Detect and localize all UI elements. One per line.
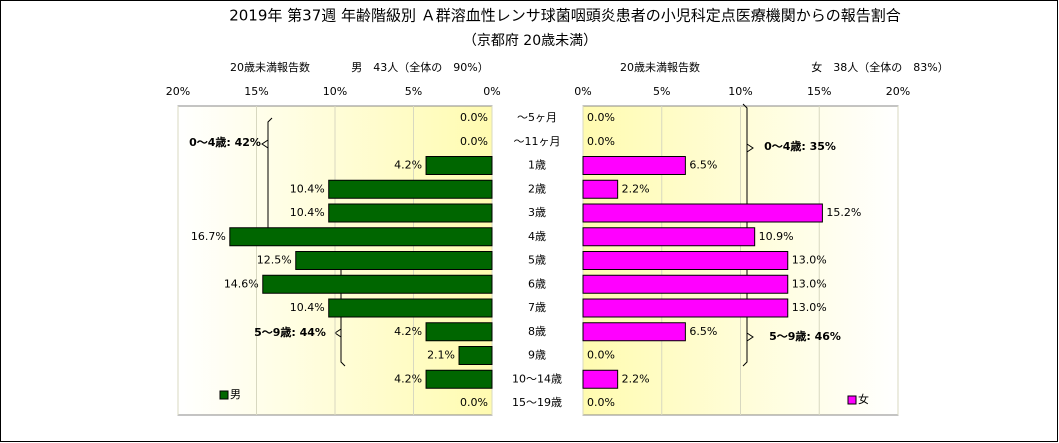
x-tick-label: 5% (405, 85, 422, 98)
value-label: 14.6% (224, 277, 259, 290)
value-label: 15.2% (826, 206, 861, 219)
header-label: 20歳未満報告数 (230, 61, 310, 74)
value-label: 0.0% (460, 396, 488, 409)
value-label: 2.2% (622, 182, 650, 195)
bar (328, 179, 493, 199)
bar (582, 251, 789, 270)
value-label: 16.7% (191, 230, 226, 243)
value-label: 4.2% (394, 372, 422, 385)
x-tick-label: 5% (653, 85, 670, 98)
bar (582, 179, 619, 199)
legend-label: 女 (858, 392, 869, 406)
x-tick-label: 15% (807, 85, 831, 98)
annotation: 5～9歳: 44% (254, 325, 326, 339)
x-tick-label: 10% (728, 85, 752, 98)
x-tick-label: 10% (323, 85, 347, 98)
value-label: 12.5% (257, 254, 292, 267)
bar (582, 298, 789, 318)
value-label: 0.0% (587, 349, 615, 362)
value-label: 13.0% (792, 254, 827, 267)
legend-swatch (219, 390, 229, 400)
category-label: 8歳 (528, 325, 546, 338)
legend-label: 男 (230, 388, 241, 401)
bar (582, 227, 756, 247)
x-tick-label: 15% (244, 85, 268, 98)
category-label: 9歳 (528, 349, 546, 362)
value-label: 6.5% (689, 325, 717, 338)
x-tick-label: 20% (886, 85, 910, 98)
category-label: 6歳 (528, 277, 546, 290)
category-label: 10～14歳 (512, 372, 562, 385)
category-label: ～5ヶ月 (517, 111, 557, 124)
bar (458, 346, 493, 365)
category-label: 1歳 (528, 159, 546, 172)
value-label: 2.2% (622, 372, 650, 385)
bar (582, 203, 823, 223)
annotation: 5～9歳: 46% (769, 329, 841, 343)
value-label: 0.0% (587, 111, 615, 124)
bar (425, 369, 493, 389)
chart-subtitle: （京都府 20歳未満） (463, 33, 597, 49)
category-label: ～11ヶ月 (514, 135, 561, 148)
value-label: 10.9% (759, 230, 794, 243)
value-label: 0.0% (460, 111, 488, 124)
bar (262, 274, 493, 294)
header-count: 男 43人（全体の 90%） (351, 60, 488, 74)
category-label: 3歳 (528, 206, 546, 219)
bar (425, 322, 493, 342)
value-label: 4.2% (394, 325, 422, 338)
category-label: 7歳 (528, 301, 546, 314)
category-label: 5歳 (528, 254, 546, 267)
legend-swatch (847, 395, 857, 405)
category-label: 15～19歳 (512, 396, 562, 409)
annotation: 0～4歳: 42% (189, 135, 261, 149)
bar (582, 369, 619, 389)
category-label: 2歳 (528, 182, 546, 195)
value-label: 6.5% (689, 159, 717, 172)
bar (425, 156, 493, 175)
value-label: 10.4% (290, 301, 325, 314)
value-label: 0.0% (587, 135, 615, 148)
category-label: 4歳 (528, 230, 546, 243)
bar (328, 203, 493, 223)
bar (229, 227, 493, 247)
x-tick-label: 0% (574, 85, 591, 98)
header-count: 女 38人（全体の 83%） (811, 60, 948, 74)
header-label: 20歳未満報告数 (620, 61, 700, 74)
value-label: 13.0% (792, 301, 827, 314)
bar (328, 298, 493, 318)
bar (582, 156, 686, 175)
value-label: 10.4% (290, 206, 325, 219)
x-tick-label: 20% (166, 85, 190, 98)
bar (295, 251, 493, 270)
value-label: 0.0% (587, 396, 615, 409)
value-label: 2.1% (427, 349, 455, 362)
value-label: 10.4% (290, 182, 325, 195)
value-label: 0.0% (460, 135, 488, 148)
annotation: 0～4歳: 35% (764, 139, 836, 153)
x-tick-label: 0% (483, 85, 500, 98)
bar (582, 274, 789, 294)
value-label: 13.0% (792, 277, 827, 290)
bar (582, 322, 686, 342)
chart-title: 2019年 第37週 年齢階級別 Ａ群溶血性レンサ球菌咽頭炎患者の小児科定点医療… (229, 7, 901, 25)
value-label: 4.2% (394, 159, 422, 172)
